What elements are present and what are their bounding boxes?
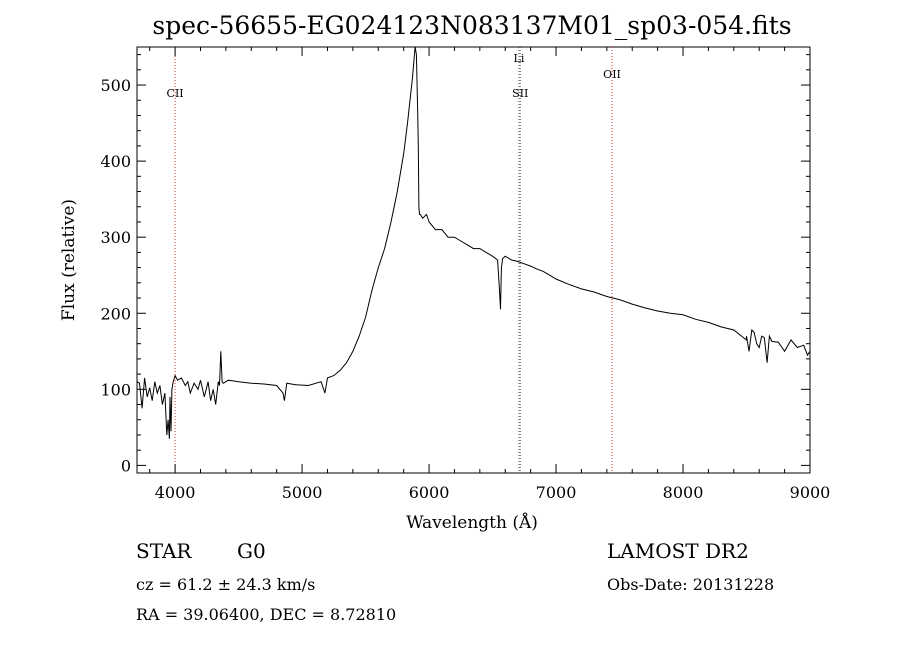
coordinates: RA = 39.06400, DEC = 8.72810 [136,605,396,624]
line-marker-label: OII [603,68,621,81]
x-tick-label: 6000 [409,483,450,502]
x-axis-ticks: 4000 5000 6000 7000 8000 9000 [149,47,831,502]
spectrum-series-line [136,46,811,439]
y-axis-ticks: 0 100 200 300 400 500 [100,54,810,475]
y-tick-label: 400 [100,152,131,171]
line-marker-label: SII [512,87,528,100]
y-tick-label: 300 [100,228,131,247]
redshift-text: cz = 61.2 ± 24.3 km/s [136,575,315,594]
x-tick-label: 5000 [282,483,323,502]
spectral-line-markers: CII Li SII OII [167,47,621,473]
object-class: STAR [136,539,192,563]
plot-frame [136,46,811,474]
line-marker-label: CII [167,87,184,100]
chart-title: spec-56655-EG024123N083137M01_sp03-054.f… [152,11,791,40]
survey-name: LAMOST DR2 [607,539,749,563]
x-tick-label: 7000 [536,483,577,502]
y-tick-label: 100 [100,380,131,399]
x-axis-label: Wavelength (Å) [406,512,538,533]
y-tick-label: 500 [100,76,131,95]
object-subclass: G0 [237,539,266,563]
line-marker-label: Li [514,52,525,65]
obs-date: Obs-Date: 20131228 [607,575,774,594]
x-tick-label: 9000 [790,483,831,502]
x-tick-label: 8000 [663,483,704,502]
y-tick-label: 200 [100,304,131,323]
y-tick-label: 0 [121,456,131,475]
x-tick-label: 4000 [155,483,196,502]
y-axis-label: Flux (relative) [59,199,79,321]
